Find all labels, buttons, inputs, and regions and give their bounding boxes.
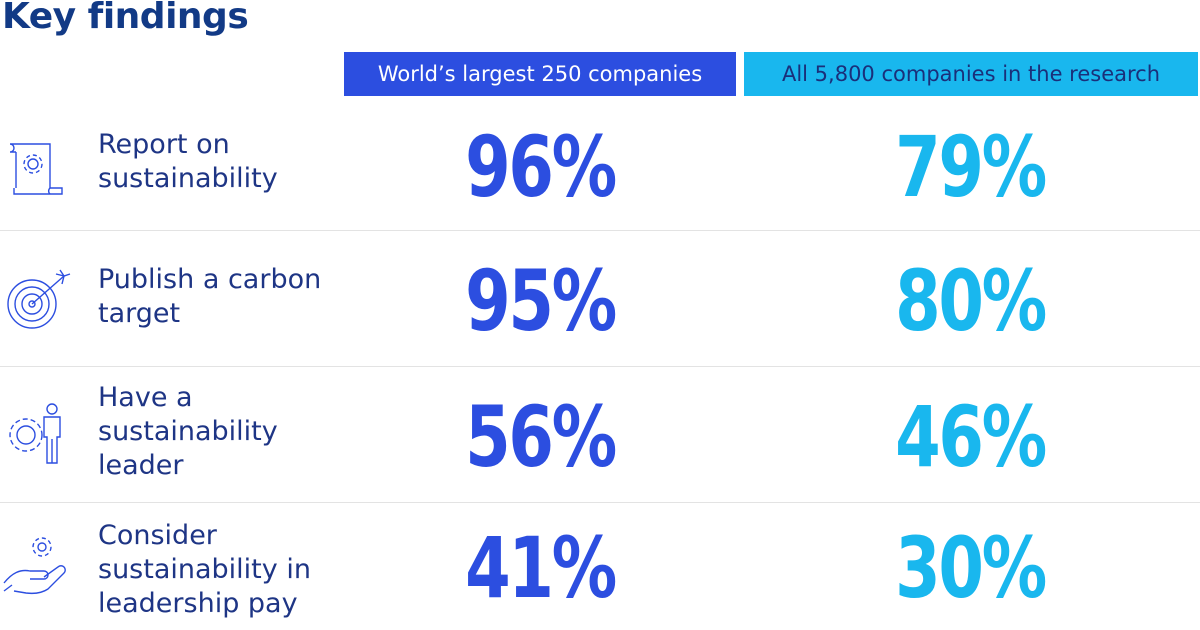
row-divider [0, 366, 1200, 367]
value-top250: 96% [465, 118, 617, 216]
finding-label: Publish a carbon target [98, 264, 322, 329]
column-header-top250: World’s largest 250 companies [344, 52, 736, 96]
value-all: 46% [895, 388, 1047, 486]
value-all: 80% [895, 252, 1047, 350]
document-gear-icon [2, 130, 72, 200]
column-header-top250-label: World’s largest 250 companies [377, 62, 703, 86]
hand-gear-icon [2, 531, 72, 601]
value-all: 30% [895, 519, 1047, 617]
finding-row: Report on sustainability 96% 79% [0, 110, 1200, 230]
column-header-all-label: All 5,800 companies in the research [781, 62, 1161, 86]
row-divider [0, 502, 1200, 503]
column-header-all: All 5,800 companies in the research [744, 52, 1198, 96]
target-arrow-icon [2, 266, 72, 336]
value-top250: 56% [465, 388, 617, 486]
finding-row: Publish a carbon target 95% 80% [0, 231, 1200, 366]
finding-label: Have a sustainability leader [98, 382, 278, 481]
person-gear-icon [2, 399, 72, 469]
value-top250: 41% [465, 519, 617, 617]
finding-label: Report on sustainability [98, 129, 278, 194]
row-divider [0, 230, 1200, 231]
page-title: Key findings [2, 0, 249, 37]
finding-label: Consider sustainability in leadership pa… [98, 520, 311, 619]
finding-row: Have a sustainability leader 56% 46% [0, 367, 1200, 502]
value-all: 79% [895, 118, 1047, 216]
value-top250: 95% [465, 252, 617, 350]
finding-row: Consider sustainability in leadership pa… [0, 503, 1200, 630]
